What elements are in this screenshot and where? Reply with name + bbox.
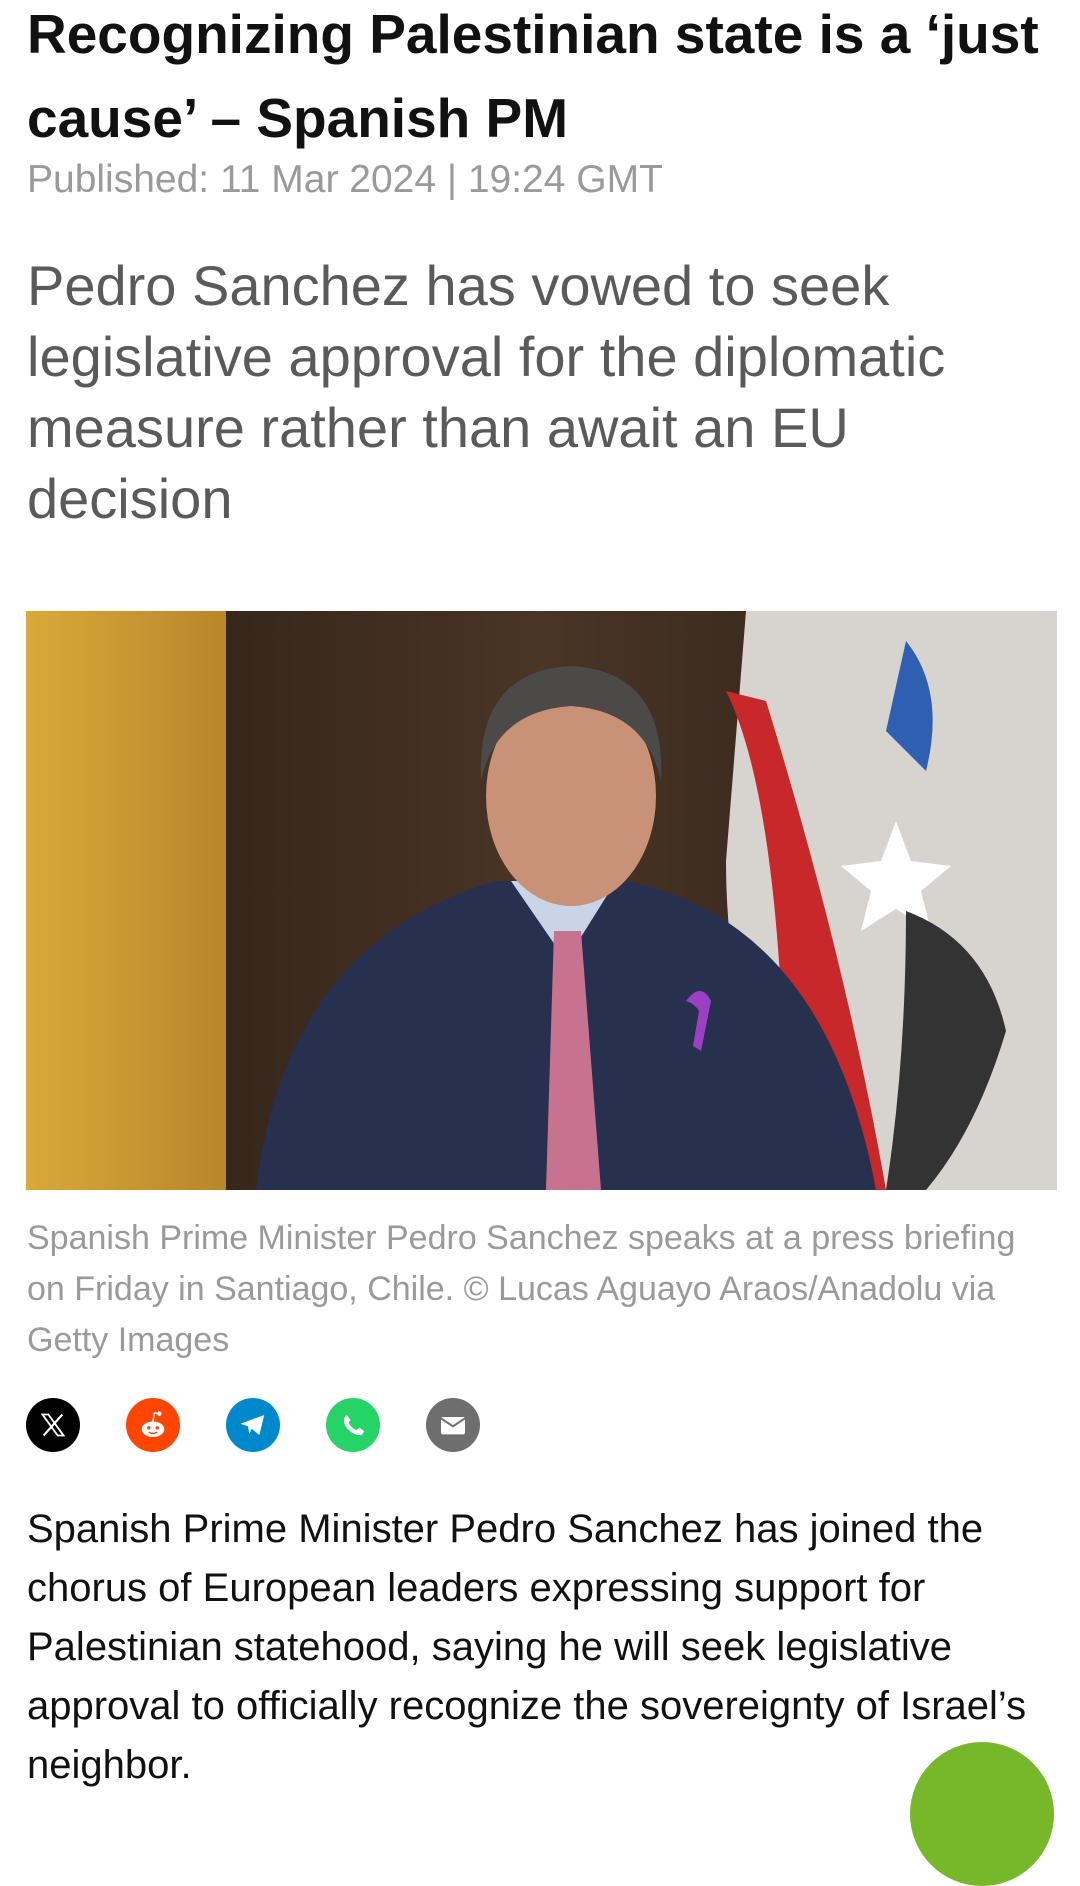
photo-caption: Spanish Prime Minister Pedro Sanchez spe… [27,1219,1016,1359]
share-email-button[interactable] [426,1398,480,1452]
x-icon [40,1413,66,1437]
reddit-icon [141,1411,165,1438]
share-bar [26,1398,480,1452]
share-reddit-button[interactable] [126,1398,180,1452]
share-x-button[interactable] [26,1398,80,1452]
whatsapp-icon [343,1415,365,1436]
photo-illustration [26,611,1057,1190]
article-photo [26,611,1057,1190]
floating-action-button[interactable] [910,1742,1054,1886]
share-whatsapp-button[interactable] [326,1398,380,1452]
article-body: Spanish Prime Minister Pedro Sanchez has… [27,1507,1027,1787]
published-date: Published: 11 Mar 2024 | 19:24 GMT [27,158,663,201]
telegram-icon [240,1415,265,1435]
article-title: Recognizing Palestinian state is a ‘just… [27,3,1039,149]
email-icon [440,1417,466,1435]
share-telegram-button[interactable] [226,1398,280,1452]
article-subtitle: Pedro Sanchez has vowed to seek legislat… [27,254,946,530]
